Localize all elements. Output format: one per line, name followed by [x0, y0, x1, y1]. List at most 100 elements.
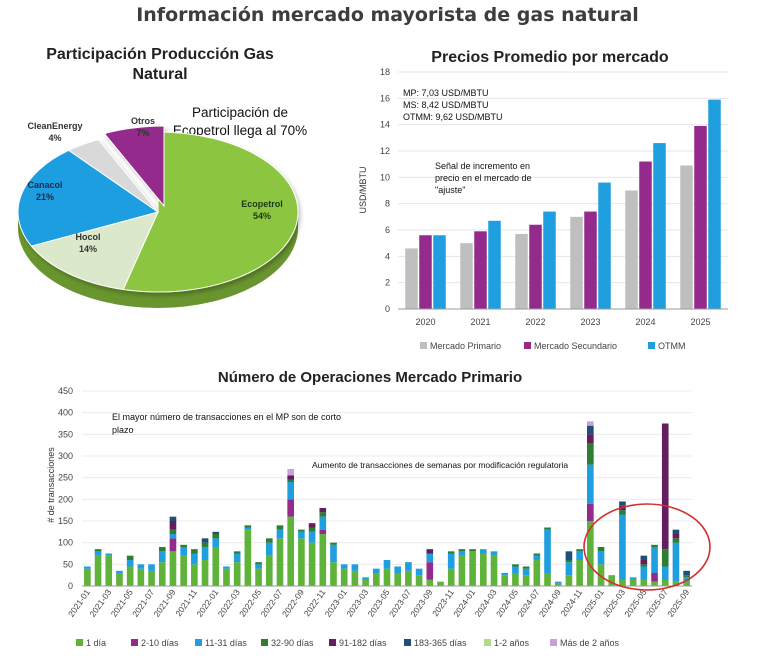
operations-bar-segment: [84, 566, 91, 569]
price-gridlines: [398, 71, 728, 310]
operations-bar-segment: [351, 570, 359, 586]
operations-bar-segment: [672, 534, 680, 539]
operations-bar-segment: [405, 562, 412, 571]
price-x-tick-label: 2023: [580, 317, 600, 327]
operations-bar-segment: [458, 549, 466, 552]
operations-bar-segment: [362, 579, 369, 586]
operations-bar-segment: [308, 531, 316, 543]
operations-bar-segment: [447, 568, 455, 586]
operations-bar-segment: [180, 544, 187, 547]
operations-bar-segment: [447, 551, 455, 554]
operations-bar-segment: [587, 434, 594, 443]
operations-bar-segment: [244, 525, 252, 528]
price-bar-mercado-primario: [460, 243, 473, 309]
operations-bar-segment: [116, 573, 123, 586]
operations-y-tick-label: 200: [58, 494, 73, 504]
price-x-tick-label: 2022: [525, 317, 545, 327]
price-y-tick-label: 18: [380, 67, 390, 77]
operations-bar-segment: [512, 573, 519, 586]
operations-legend: 1 día 2-10 días 11-31 días 32-90 días 91-182…: [76, 638, 620, 648]
pie-slices: [17, 125, 299, 293]
price-annotation-signal-3: "ajuste": [435, 185, 465, 195]
operations-bar-segment: [587, 521, 594, 586]
operations-annotation-regulatory: Aumento de transacciones de semanas por …: [312, 460, 568, 470]
operations-bar-segment: [501, 575, 509, 586]
pie-title-line2: Natural: [132, 66, 187, 83]
operations-bar-segment: [244, 529, 252, 586]
pie-label-value-cleanenergy: 4%: [48, 133, 61, 143]
price-annotation-mp: MP: 7,03 USD/MBTU: [403, 88, 489, 98]
price-y-tick-label: 6: [385, 225, 390, 235]
price-y-axis-label: USD/MBTU: [358, 167, 368, 214]
operations-bar-segment: [576, 560, 583, 586]
price-legend-swatch: [420, 342, 427, 349]
operations-bar-segment: [554, 583, 562, 586]
operations-bar-segment: [276, 538, 284, 586]
price-x-tick-label: 2024: [635, 317, 655, 327]
operations-bar-segment: [180, 555, 187, 586]
operations-bar-segment: [661, 579, 669, 586]
operations-y-axis-label: # de transacciones: [46, 447, 56, 523]
operations-bar-segment: [116, 570, 123, 573]
price-y-tick-label: 2: [385, 278, 390, 288]
operations-bar-segment: [212, 547, 220, 586]
pie-title-line1: Participación Producción Gas: [46, 46, 274, 63]
operations-bar-segment: [383, 568, 391, 586]
operations-bar-segment: [319, 508, 327, 513]
operations-bar-segment: [576, 551, 583, 560]
operations-bar-segment: [287, 475, 295, 480]
operations-x-tick-label: 2025-09: [665, 587, 691, 619]
operations-chart-title: Número de Operaciones Mercado Primario: [218, 369, 522, 386]
pie-label-name-ecopetrol: Ecopetrol: [241, 199, 283, 209]
page-title: Información mercado mayorista de gas nat…: [136, 4, 639, 26]
operations-bar-segment: [544, 529, 551, 573]
operations-y-tick-label: 300: [58, 451, 73, 461]
operations-bar-segment: [479, 553, 487, 586]
operations-bar-segment: [212, 531, 220, 534]
operations-annotation-short-term-1: El mayor número de transacciones en el M…: [112, 412, 341, 422]
price-bars: [405, 99, 721, 310]
price-bar-mercado-secundario: [419, 235, 432, 309]
operations-bar-segment: [180, 547, 187, 556]
operations-bar-segment: [512, 564, 519, 567]
operations-bar-segment: [233, 553, 241, 563]
operations-bar-segment: [255, 568, 262, 586]
operations-bar-segment: [126, 555, 134, 560]
operations-bar-segment: [651, 573, 658, 582]
operations-bar-segment: [629, 577, 637, 580]
operations-bar-segment: [223, 568, 230, 586]
operations-annotations: El mayor número de transacciones en el M…: [112, 412, 568, 470]
operations-bar-segment: [651, 581, 658, 586]
price-y-tick-label: 16: [380, 93, 390, 103]
pie-side: [18, 212, 298, 308]
operations-bar-segment: [683, 581, 690, 586]
price-annotation-ms: MS: 8,42 USD/MBTU: [403, 100, 489, 110]
operations-bar-segment: [287, 479, 295, 482]
operations-bar-segment: [265, 542, 273, 556]
operations-bar-segment: [169, 534, 177, 539]
operations-bar-segment: [212, 534, 220, 539]
operations-bar-segment: [672, 529, 680, 534]
operations-bar-segment: [619, 501, 626, 506]
operations-bar-segment: [201, 538, 209, 543]
operations-legend-swatch: [261, 639, 268, 646]
operations-bar-segment: [340, 564, 348, 569]
price-bar-otmm: [708, 99, 721, 310]
operations-y-tick-label: 350: [58, 429, 73, 439]
operations-legend-label: 2-10 días: [141, 638, 179, 648]
price-annotation-signal-1: Señal de incremento en: [435, 161, 530, 171]
price-x-tick-label: 2021: [470, 317, 490, 327]
operations-bar-segment: [255, 562, 262, 565]
operations-bar-segment: [629, 579, 637, 586]
operations-bar-segment: [191, 549, 198, 554]
operations-bar-segment: [683, 570, 690, 576]
pie-slice-ecopetrol: [122, 131, 299, 293]
operations-bar-segment: [158, 551, 166, 563]
operations-bar-segment: [372, 573, 380, 586]
operations-bar-segment: [522, 566, 530, 569]
operations-bar-segment: [554, 581, 562, 584]
price-chart: Precios Promedio por mercado 0 2 4 6 8 10 12 14…: [358, 49, 728, 351]
price-legend-label: Mercado Primario: [430, 341, 501, 351]
operations-bar-segment: [544, 527, 551, 530]
operations-bar-segment: [640, 560, 648, 565]
